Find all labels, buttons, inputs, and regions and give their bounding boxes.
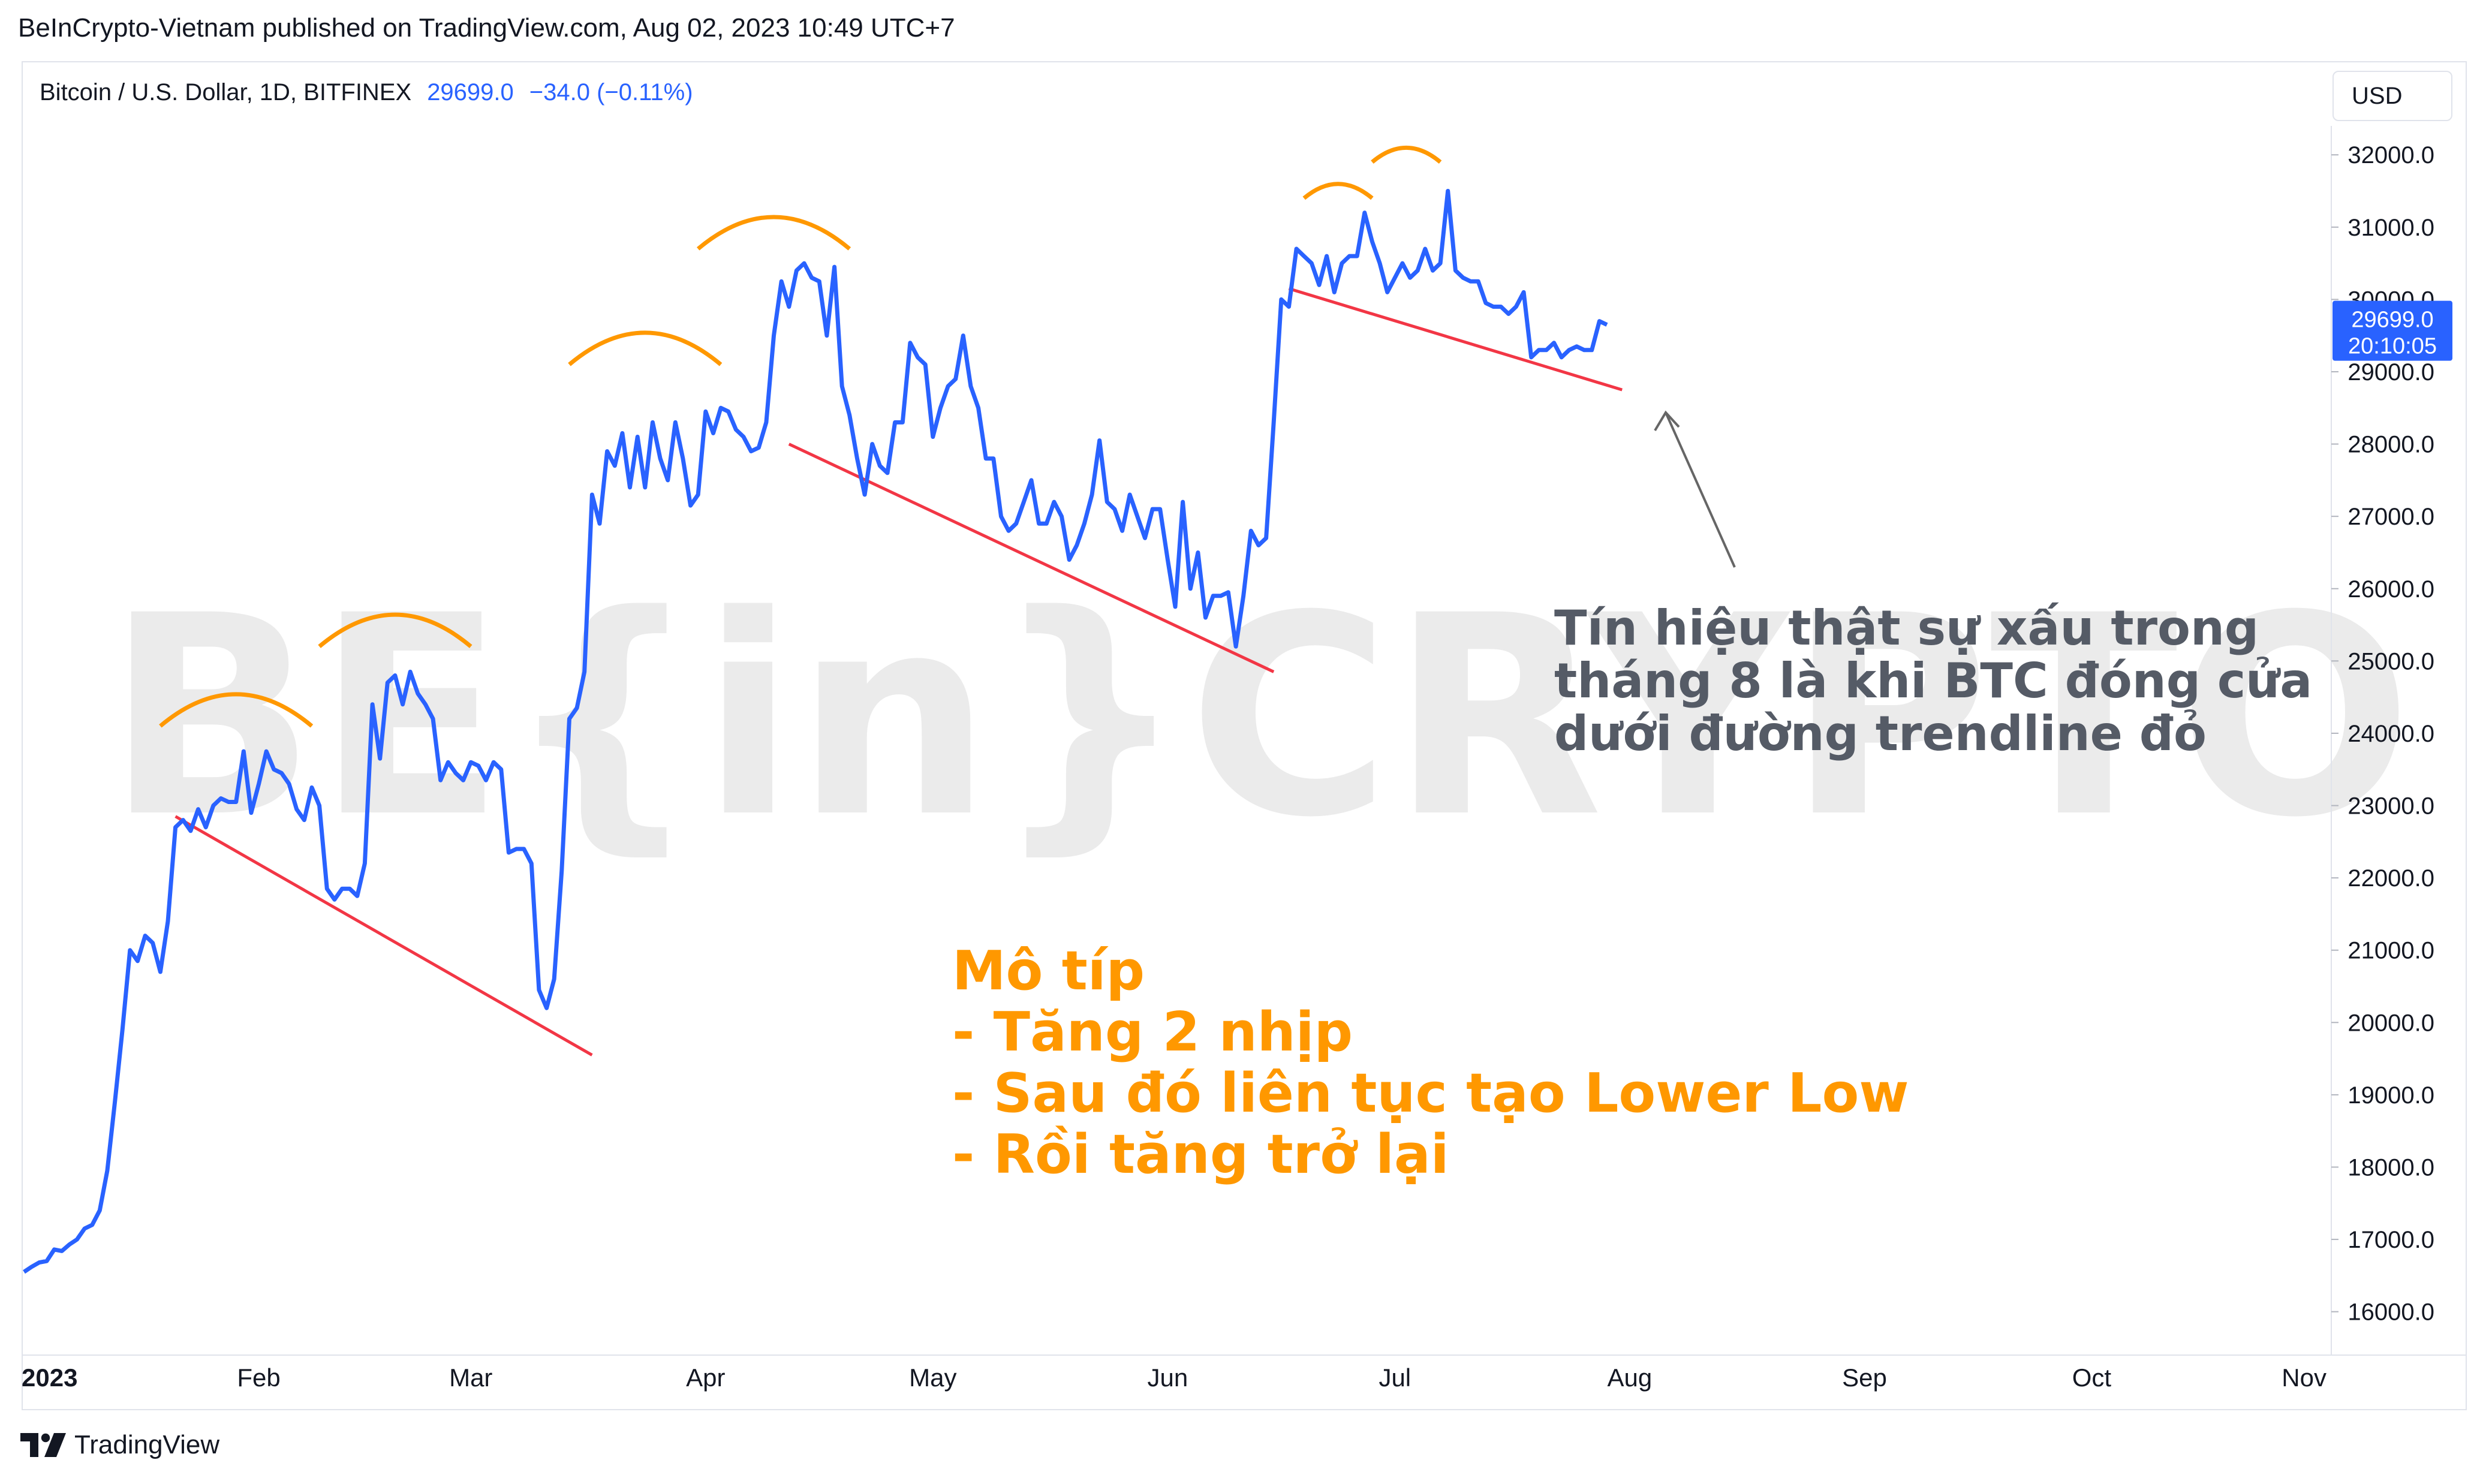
- publish-info: BeInCrypto-Vietnam published on TradingV…: [18, 13, 955, 43]
- symbol-price: 29699.0: [427, 79, 514, 106]
- trendline: [788, 443, 1275, 673]
- y-tick-label: 29000.0: [2347, 359, 2434, 386]
- peak-arc: [568, 330, 723, 366]
- y-tick-label: 18000.0: [2347, 1154, 2434, 1181]
- y-tick-label: 31000.0: [2347, 215, 2434, 241]
- pattern-line-1: Mô típ: [952, 940, 1145, 1003]
- pattern-line-2: - Tăng 2 nhịp: [952, 1001, 1353, 1064]
- currency-button[interactable]: USD: [2332, 71, 2452, 121]
- badge-price: 29699.0: [2351, 308, 2433, 333]
- watermark: BE{in}CRYPTO: [106, 557, 2413, 878]
- x-tick-label: Mar: [449, 1363, 492, 1392]
- y-tick-label: 28000.0: [2347, 432, 2434, 458]
- x-tick-label: May: [909, 1363, 956, 1392]
- y-tick-label: 19000.0: [2347, 1082, 2434, 1109]
- pointer-arrow: [1654, 410, 1736, 568]
- peak-arc: [696, 215, 851, 251]
- x-tick-label: Apr: [686, 1363, 725, 1392]
- y-tick-label: 20000.0: [2347, 1010, 2434, 1036]
- symbol-legend[interactable]: Bitcoin / U.S. Dollar, 1D, BITFINEX 29699…: [40, 79, 693, 106]
- y-tick-label: 32000.0: [2347, 142, 2434, 168]
- y-tick-label: 27000.0: [2347, 504, 2434, 530]
- peak-arc: [1371, 145, 1442, 164]
- x-tick-label: Nov: [2282, 1363, 2327, 1392]
- trendline: [1288, 287, 1623, 392]
- peak-arc: [318, 612, 472, 648]
- symbol-title: Bitcoin / U.S. Dollar, 1D, BITFINEX: [40, 79, 412, 106]
- x-tick-label: Jun: [1148, 1363, 1188, 1392]
- x-tick-label: Jul: [1379, 1363, 1411, 1392]
- trendline: [174, 815, 593, 1056]
- y-tick-label: 26000.0: [2347, 576, 2434, 603]
- y-tick-label: 24000.0: [2347, 721, 2434, 747]
- signal-line-1: Tín hiệu thật sự xấu trong: [1554, 600, 2259, 656]
- pattern-line-4: - Rồi tăng trở lại: [952, 1123, 1449, 1186]
- x-tick-label: Sep: [1842, 1363, 1887, 1392]
- badge-background: [2332, 300, 2452, 361]
- peak-arc: [159, 692, 314, 728]
- y-tick-label: 17000.0: [2347, 1227, 2434, 1253]
- x-tick-label: Oct: [2072, 1363, 2112, 1392]
- y-tick-label: 23000.0: [2347, 793, 2434, 820]
- y-tick-label: 21000.0: [2347, 938, 2434, 964]
- pattern-annotation: Mô típ - Tăng 2 nhịp - Sau đó liên tục t…: [952, 940, 1909, 1186]
- pattern-line-3: - Sau đó liên tục tạo Lower Low: [952, 1062, 1909, 1125]
- last-price-badge: 29699.020:10:05: [2332, 300, 2452, 361]
- signal-line-2: tháng 8 là khi BTC đóng cửa: [1554, 653, 2312, 709]
- price-line: [23, 189, 1608, 1274]
- tradingview-brand: TradingView: [74, 1430, 220, 1459]
- x-tick-label: Aug: [1608, 1363, 1653, 1392]
- signal-annotation: Tín hiệu thật sự xấu trong tháng 8 là kh…: [1554, 600, 2312, 761]
- trendlines: [174, 287, 1623, 1056]
- top-arcs: [159, 145, 1442, 728]
- chart-frame: [22, 61, 2467, 1410]
- peak-arc: [1302, 182, 1374, 200]
- signal-line-3: dưới đường trendline đỏ: [1554, 706, 2207, 761]
- badge-countdown: 20:10:05: [2348, 334, 2437, 359]
- x-tick-label: 2023: [22, 1363, 77, 1392]
- y-tick-label: 22000.0: [2347, 865, 2434, 892]
- time-axis[interactable]: 2023 Feb Mar Apr May Jun Jul Aug Sep Oct Nov: [22, 1363, 2327, 1392]
- x-tick-label: Feb: [237, 1363, 280, 1392]
- y-tick-label: 25000.0: [2347, 648, 2434, 675]
- y-tick-label: 16000.0: [2347, 1299, 2434, 1326]
- tradingview-logo[interactable]: TradingView: [20, 1430, 219, 1460]
- price-axis[interactable]: 16000.0 17000.0 18000.0 19000.0 20000.0 21000…: [2331, 142, 2434, 1326]
- symbol-change: −34.0 (−0.11%): [529, 79, 693, 106]
- tradingview-logo-icon: [20, 1433, 66, 1457]
